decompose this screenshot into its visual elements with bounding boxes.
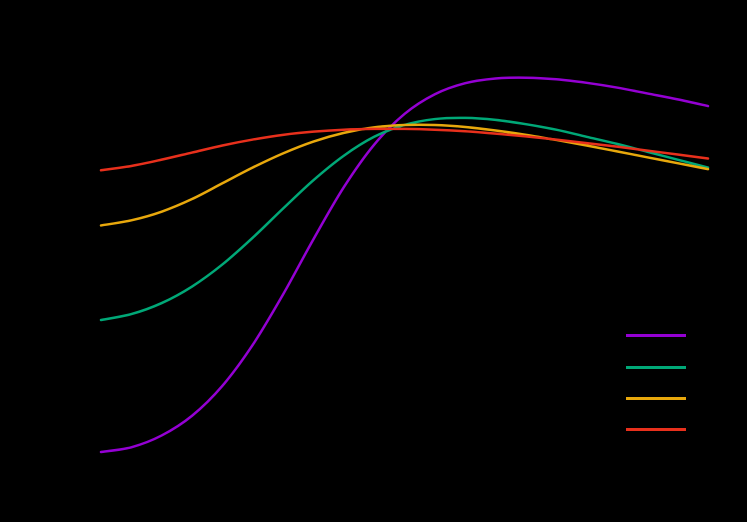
curve-series-green xyxy=(99,116,710,322)
legend-item-series-purple[interactable] xyxy=(612,325,737,347)
legend-swatch-series-orange xyxy=(626,397,686,400)
curve-series-purple xyxy=(99,76,710,454)
chart-legend[interactable] xyxy=(612,320,737,444)
legend-swatch-series-green xyxy=(626,366,686,369)
curve-series-orange xyxy=(99,123,710,227)
legend-item-series-green[interactable] xyxy=(612,357,737,379)
series-paths xyxy=(99,76,710,454)
curve-series-red xyxy=(99,127,710,172)
legend-swatch-series-red xyxy=(626,428,686,431)
legend-item-series-red[interactable] xyxy=(612,419,737,441)
legend-swatch-series-purple xyxy=(626,334,686,337)
legend-item-series-orange[interactable] xyxy=(612,388,737,410)
